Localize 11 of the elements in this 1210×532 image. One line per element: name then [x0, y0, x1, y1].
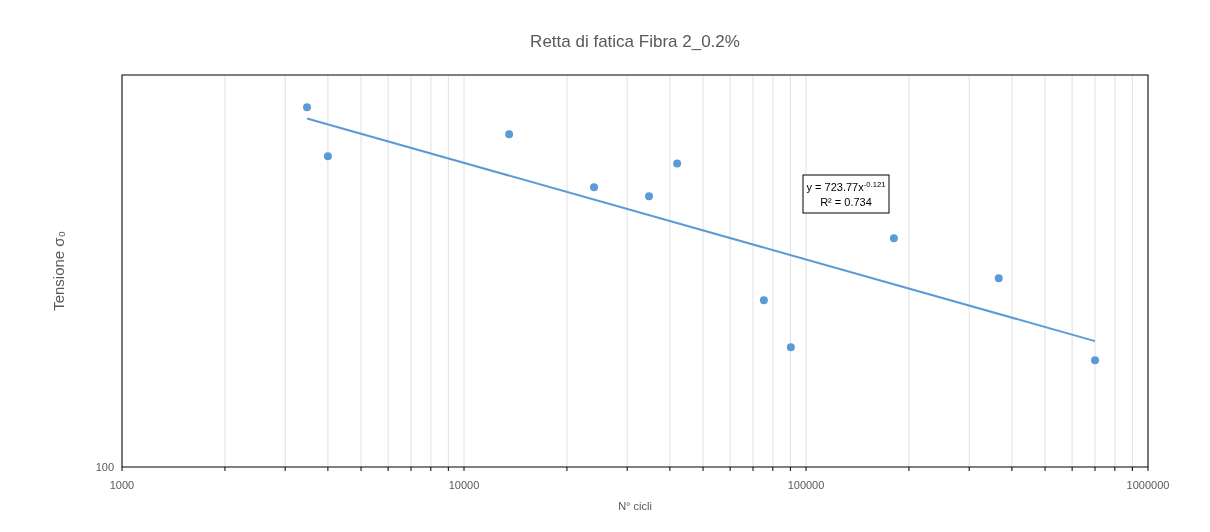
x-tick-label: 1000	[109, 479, 135, 491]
annotation: R² = 0.734	[820, 196, 872, 208]
x-axis-title: N° cicli	[618, 500, 652, 512]
annotation: y = 723.77x$^{-0.121}$	[806, 179, 886, 193]
x-tick-label: 10000	[448, 479, 480, 491]
chart-title: Retta di fatica Fibra 2_0.2%	[530, 32, 740, 51]
x-tick-label: 100000	[787, 479, 825, 491]
x-tick-label: 1000000	[1126, 479, 1170, 491]
text: 100	[95, 461, 114, 473]
equation-box: y = 723.77x$^{-0.121}$ R² = 0.734	[802, 174, 890, 214]
y-axis-title: Tensione σ₀	[50, 231, 67, 311]
